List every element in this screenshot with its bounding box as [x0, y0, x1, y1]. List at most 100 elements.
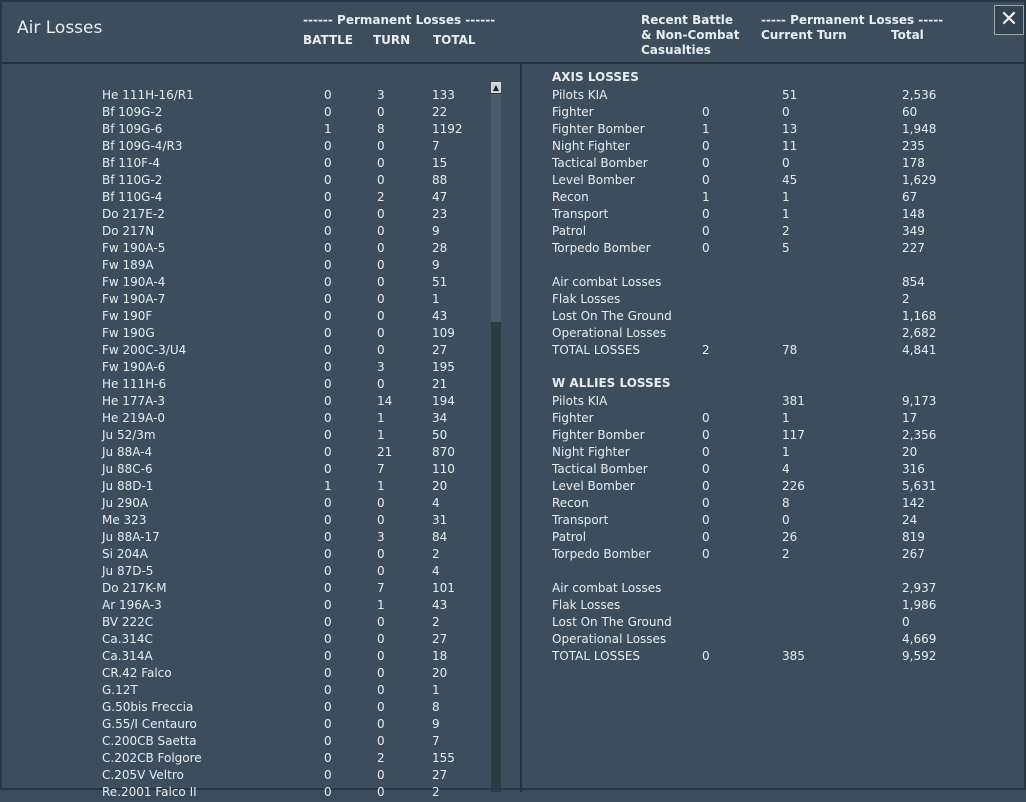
- col-2: 0: [377, 326, 385, 340]
- col-2: 0: [377, 632, 385, 646]
- col-3: 23: [432, 207, 448, 221]
- label: Patrol: [552, 224, 587, 238]
- col-1: 0: [702, 530, 710, 544]
- label: Fw 190A-4: [102, 275, 166, 289]
- col-1: 0: [324, 564, 332, 578]
- col-3: 227: [902, 241, 925, 255]
- label: Fw 190F: [102, 309, 153, 323]
- scroll-up-arrow-icon[interactable]: ▲: [491, 82, 501, 93]
- col-2: 3: [377, 88, 385, 102]
- label: Tactical Bomber: [552, 462, 648, 476]
- col-1: 1: [702, 122, 710, 136]
- col-2: 0: [377, 700, 385, 714]
- col-2: 0: [377, 258, 385, 272]
- loss-type-row: Torpedo Bomber 0 2 267: [2, 547, 1024, 564]
- aircraft-row: Bf 110G-4 0 2 47: [2, 190, 1024, 207]
- close-button[interactable]: ✕: [994, 5, 1024, 35]
- aircraft-row: He 177A-3 0 14 194: [2, 394, 1024, 411]
- summary-row: TOTAL LOSSES 2 78 4,841: [2, 343, 1024, 360]
- total-column-header: TOTAL: [433, 33, 476, 47]
- col-3: 194: [432, 394, 455, 408]
- col-3: 9,592: [902, 649, 937, 663]
- col-1: 0: [324, 547, 332, 561]
- col-3: 27: [432, 632, 448, 646]
- col-3: 24: [902, 513, 918, 527]
- col-1: 0: [702, 173, 710, 187]
- col-1: 0: [324, 530, 332, 544]
- col-1: 0: [324, 105, 332, 119]
- col-2: 1: [377, 411, 385, 425]
- col-2: 0: [377, 496, 385, 510]
- col-2: 7: [377, 462, 385, 476]
- label: Pilots KIA: [552, 394, 608, 408]
- aircraft-row: Fw 189A 0 0 9: [2, 258, 1024, 275]
- col-1: 0: [702, 513, 710, 527]
- aircraft-row: G.12T 0 0 1: [2, 683, 1024, 700]
- label: Fighter Bomber: [552, 428, 645, 442]
- scrollbar-thumb[interactable]: [491, 94, 501, 322]
- label: He 111H-6: [102, 377, 167, 391]
- aircraft-row: BV 222C 0 0 2: [2, 615, 1024, 632]
- col-2: 0: [377, 734, 385, 748]
- col-1: 0: [324, 224, 332, 238]
- col-2: 0: [377, 615, 385, 629]
- label: Fw 190G: [102, 326, 155, 340]
- aircraft-row: Ju 88A-4 0 21 870: [2, 445, 1024, 462]
- col-3: 18: [432, 649, 448, 663]
- col-3: 2: [432, 615, 440, 629]
- col-3: 1: [432, 683, 440, 697]
- col-3: 4,841: [902, 343, 937, 357]
- col-3: 9: [432, 224, 440, 238]
- label: Operational Losses: [552, 632, 667, 646]
- label: Do 217K-M: [102, 581, 167, 595]
- scrollbar[interactable]: ▲: [491, 82, 501, 792]
- summary-row: TOTAL LOSSES 0 385 9,592: [2, 649, 1024, 666]
- label: Transport: [552, 207, 609, 221]
- loss-type-row: Transport 0 1 148: [2, 207, 1024, 224]
- label: Bf 109G-6: [102, 122, 163, 136]
- col-3: 1,986: [902, 598, 937, 612]
- label: C.202CB Folgore: [102, 751, 202, 765]
- label: BV 222C: [102, 615, 154, 629]
- loss-type-row: Transport 0 0 24: [2, 513, 1024, 530]
- col-2: 11: [782, 139, 798, 153]
- col-1: 0: [324, 615, 332, 629]
- window-title: Air Losses: [17, 18, 103, 38]
- col-3: 148: [902, 207, 925, 221]
- total-right-column-header: Total: [891, 28, 924, 42]
- label: Transport: [552, 513, 609, 527]
- recent-header-line3: Casualties: [641, 43, 711, 57]
- label: Bf 110G-4: [102, 190, 163, 204]
- col-2: 0: [782, 156, 790, 170]
- col-1: 0: [324, 190, 332, 204]
- aircraft-row: Ca.314A 0 0 18: [2, 649, 1024, 666]
- header: Air Losses ------ Permanent Losses -----…: [2, 2, 1026, 64]
- label: Ju 87D-5: [102, 564, 154, 578]
- col-2: 226: [782, 479, 805, 493]
- label: Re.2001 Falco II: [102, 785, 197, 799]
- col-1: 0: [324, 173, 332, 187]
- aircraft-row: Fw 190G 0 0 109: [2, 326, 1024, 343]
- col-2: 1: [782, 207, 790, 221]
- label: Level Bomber: [552, 173, 635, 187]
- col-1: 0: [324, 394, 332, 408]
- col-1: 0: [324, 768, 332, 782]
- col-3: 195: [432, 360, 455, 374]
- aircraft-row: Ar 196A-3 0 1 43: [2, 598, 1024, 615]
- label: G.12T: [102, 683, 138, 697]
- col-2: 0: [377, 785, 385, 799]
- label: Bf 110F-4: [102, 156, 161, 170]
- label: Air combat Losses: [552, 275, 662, 289]
- col-2: 0: [782, 513, 790, 527]
- label: Level Bomber: [552, 479, 635, 493]
- summary-row: Air combat Losses 854: [2, 275, 1024, 292]
- label: Si 204A: [102, 547, 148, 561]
- aircraft-row: Ju 88A-17 0 3 84: [2, 530, 1024, 547]
- col-3: 20: [432, 479, 448, 493]
- panel-divider: [520, 64, 522, 792]
- col-3: 870: [432, 445, 455, 459]
- aircraft-row: He 219A-0 0 1 34: [2, 411, 1024, 428]
- col-1: 1: [324, 479, 332, 493]
- col-3: 22: [432, 105, 448, 119]
- col-3: 9,173: [902, 394, 937, 408]
